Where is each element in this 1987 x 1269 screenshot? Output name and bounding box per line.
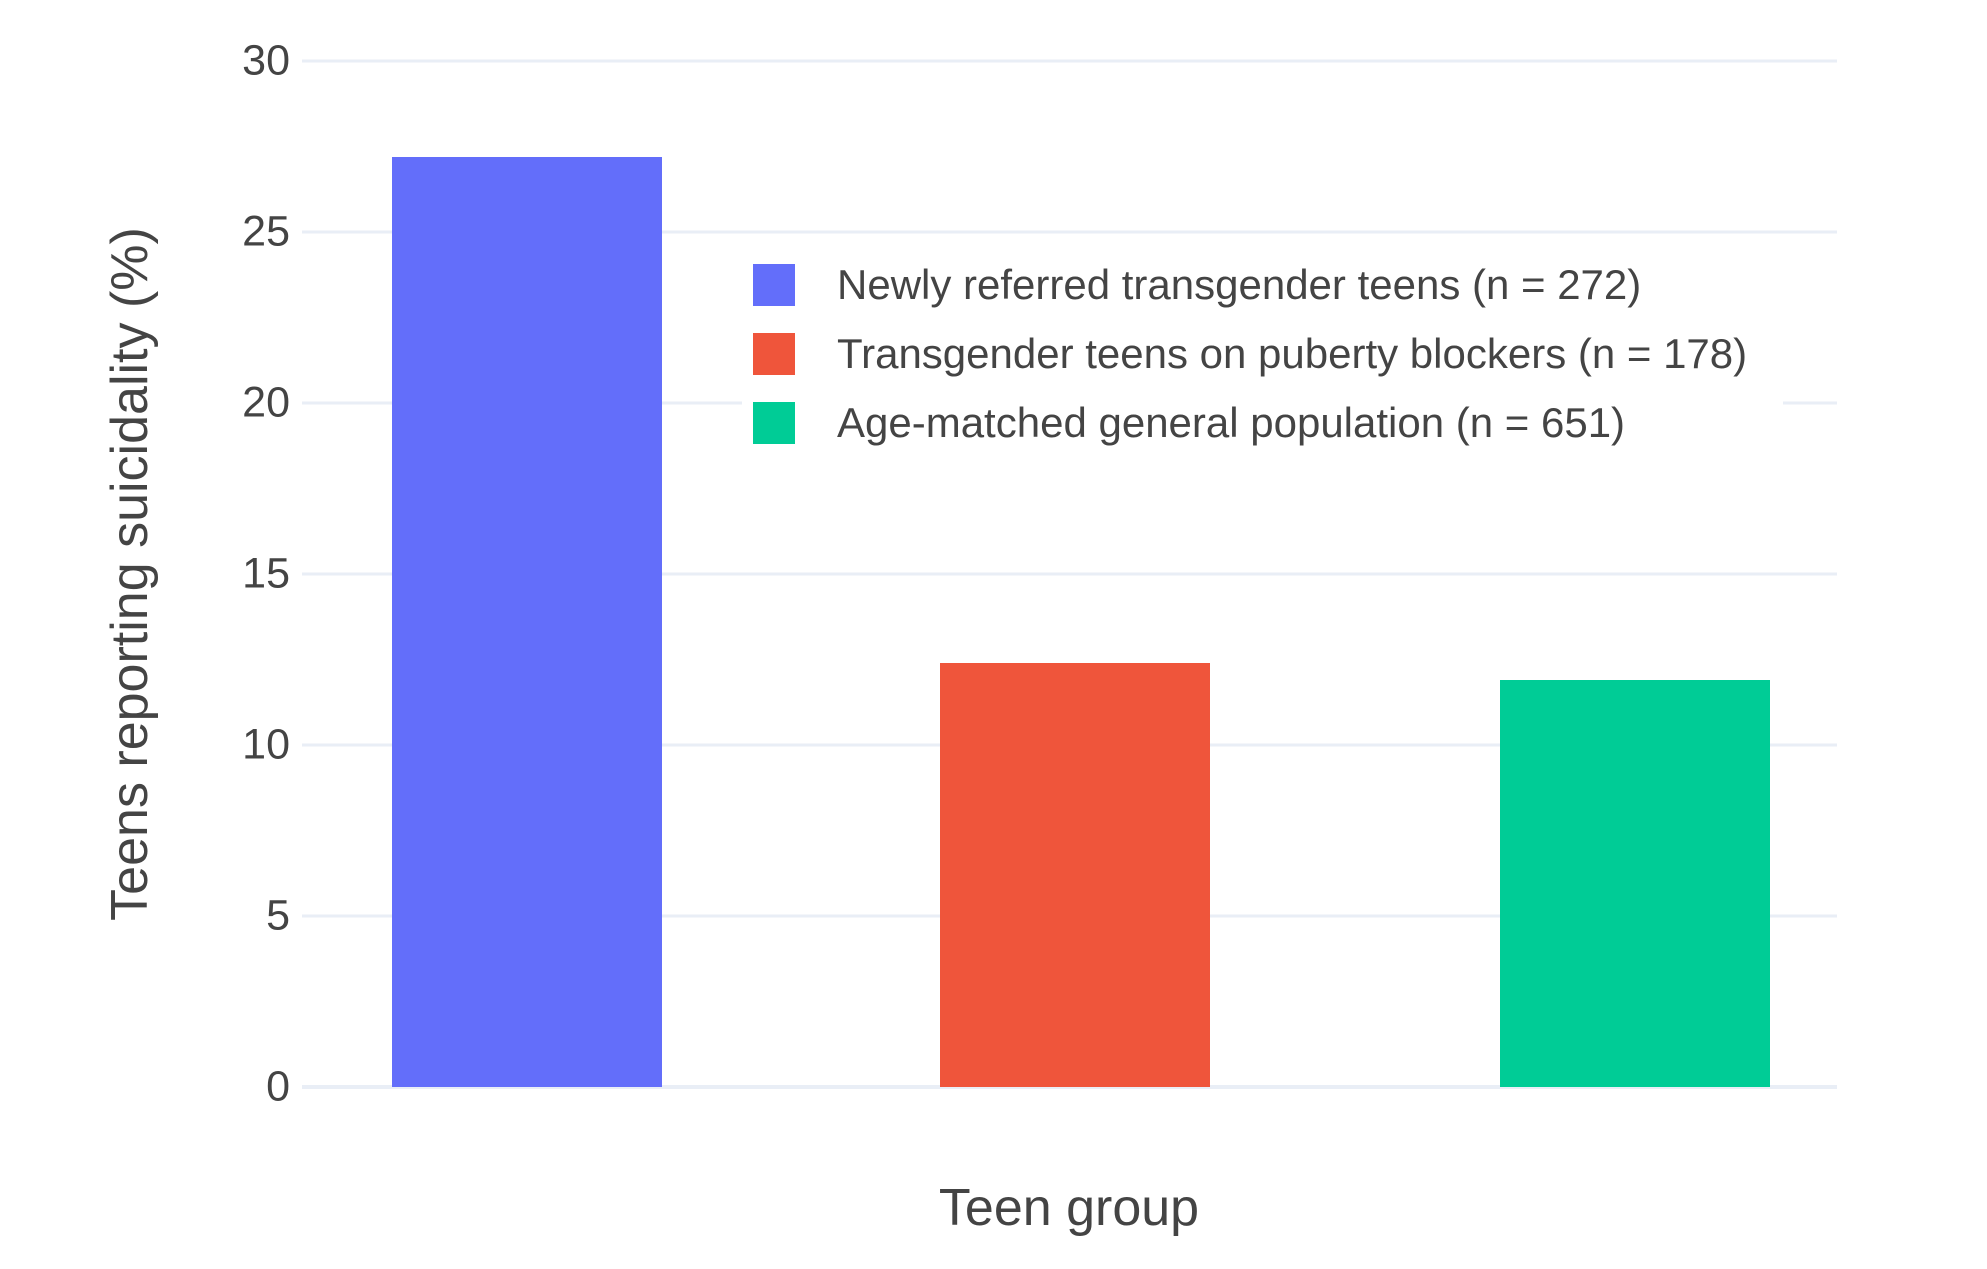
legend-marker-3 (753, 401, 795, 444)
y-tick-label-10: 10 (242, 720, 290, 769)
bar-2 (940, 662, 1211, 1087)
gridline-y-25 (302, 230, 1837, 234)
y-tick-label-5: 5 (266, 891, 290, 940)
legend-label: Age-matched general population (n = 651) (837, 398, 1626, 446)
legend-item-1[interactable]: Newly referred transgender teens (n = 27… (753, 250, 1747, 319)
y-tick-label-30: 30 (242, 36, 290, 85)
y-axis: 0 5 10 15 20 25 30 (0, 39, 290, 1108)
x-axis-title: Teen group (938, 1179, 1200, 1237)
plot-area (302, 59, 1837, 1089)
gridline-y-30 (302, 59, 1837, 63)
y-tick-label-25: 25 (242, 207, 290, 256)
legend-item-3[interactable]: Age-matched general population (n = 651) (753, 388, 1747, 457)
legend-marker-2 (753, 332, 795, 375)
gridline-y-0 (302, 1085, 1837, 1089)
legend-item-2[interactable]: Transgender teens on puberty blockers (n… (753, 319, 1747, 388)
legend-marker-1 (753, 263, 795, 306)
bar-3 (1499, 680, 1770, 1087)
y-tick-label-15: 15 (242, 549, 290, 598)
y-tick-label-0: 0 (266, 1062, 290, 1111)
legend-label: Newly referred transgender teens (n = 27… (837, 260, 1642, 308)
bar-1 (392, 156, 663, 1087)
legend: Newly referred transgender teens (n = 27… (742, 244, 1784, 463)
gridline-y-15 (302, 572, 1837, 576)
legend-label: Transgender teens on puberty blockers (n… (837, 329, 1748, 377)
y-tick-label-20: 20 (242, 378, 290, 427)
